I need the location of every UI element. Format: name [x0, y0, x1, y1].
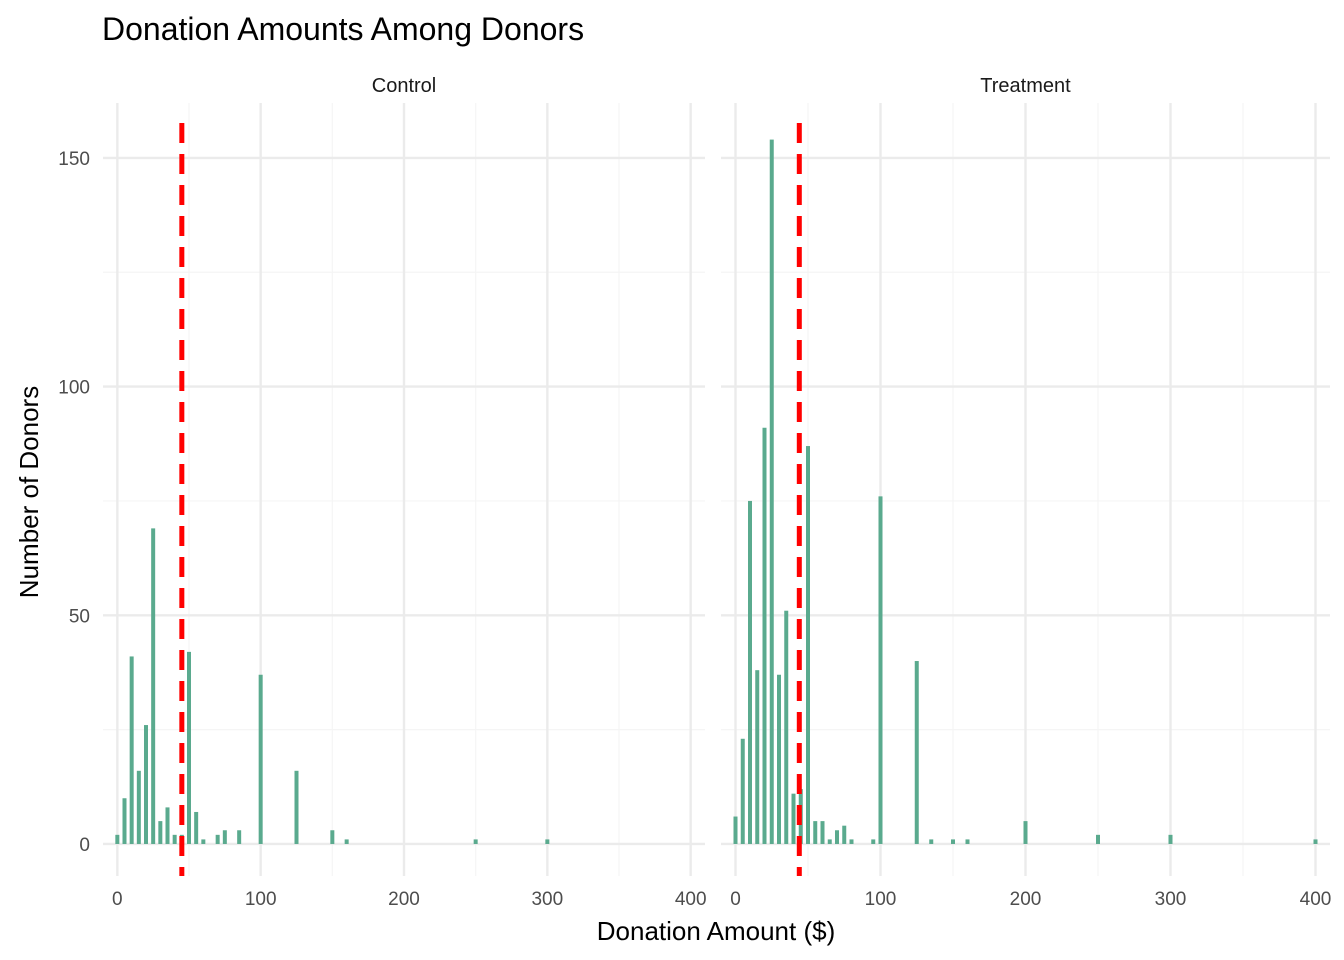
y-axis-title: Number of Donors	[14, 386, 44, 598]
histogram-bar	[878, 496, 883, 844]
histogram-bar	[545, 839, 550, 844]
histogram-bar	[144, 725, 148, 844]
histogram-bar	[115, 834, 120, 844]
histogram-bar	[136, 770, 141, 844]
histogram-bar	[762, 427, 767, 844]
histogram-bar	[791, 793, 796, 844]
y-tick-label: 50	[69, 606, 90, 627]
y-tick-label: 100	[58, 378, 90, 399]
histogram-bar	[806, 446, 810, 844]
y-tick-label: 150	[58, 149, 90, 170]
x-tick-label: 200	[388, 889, 420, 910]
histogram-bar	[237, 830, 242, 844]
histogram-bar	[194, 811, 199, 844]
histogram-bar	[344, 839, 349, 844]
histogram-bar	[827, 839, 832, 844]
x-axis-title: Donation Amount ($)	[597, 916, 835, 946]
histogram-bar	[777, 674, 781, 844]
histogram-bar	[842, 825, 847, 844]
histogram-bar	[740, 738, 745, 844]
histogram-bar	[965, 839, 970, 844]
histogram-bar	[172, 834, 177, 844]
histogram-bar	[914, 661, 919, 844]
x-tick-label: 200	[1010, 889, 1042, 910]
histogram-bar	[1313, 839, 1318, 844]
histogram-bar	[151, 528, 156, 844]
histogram-bar	[122, 798, 127, 844]
x-tick-label: 0	[730, 889, 741, 910]
histogram-bar	[473, 839, 478, 844]
histogram-bar	[330, 830, 335, 844]
histogram-bar	[929, 839, 934, 844]
chart-title: Donation Amounts Among Donors	[102, 11, 584, 47]
x-tick-label: 300	[1155, 889, 1187, 910]
facet-label: Control	[372, 75, 436, 97]
histogram-bar	[733, 816, 738, 844]
histogram-bar	[951, 839, 955, 844]
histogram-bar	[849, 839, 854, 844]
x-tick-label: 400	[1300, 889, 1332, 910]
y-tick-label: 0	[79, 835, 90, 856]
x-tick-label: 300	[531, 889, 563, 910]
histogram-bar	[1096, 834, 1100, 844]
histogram-bar	[165, 807, 170, 844]
histogram-bar	[871, 839, 876, 844]
histogram-bar	[215, 834, 220, 844]
histogram-bar	[755, 670, 760, 844]
facet-label: Treatment	[980, 75, 1071, 97]
x-tick-label: 400	[675, 889, 707, 910]
histogram-bar	[129, 656, 134, 844]
histogram-bar	[820, 821, 825, 844]
facet-panel-1: Treatment 0 100 200 300 400	[721, 75, 1331, 910]
histogram-bar	[784, 610, 789, 844]
histogram-bar	[813, 821, 818, 844]
histogram-bar	[1168, 834, 1173, 844]
facet-panel-0: Control 0 100 200 300 400	[103, 75, 707, 910]
histogram-bar	[294, 770, 299, 844]
histogram-bar	[769, 139, 774, 844]
x-tick-label: 100	[245, 889, 277, 910]
histogram-bar	[835, 830, 839, 844]
histogram-bar	[187, 651, 191, 844]
histogram-bar	[222, 830, 227, 844]
histogram-bar	[258, 674, 263, 844]
x-tick-label: 100	[865, 889, 897, 910]
plot-area: Control 0 100 200 300 400 Treatment 0 100 200 300 4…	[58, 75, 1331, 910]
histogram-bar	[748, 500, 752, 844]
histogram-bar	[201, 839, 206, 844]
histogram-bar	[158, 821, 163, 844]
histogram-bar	[1023, 821, 1028, 844]
x-tick-label: 0	[112, 889, 123, 910]
